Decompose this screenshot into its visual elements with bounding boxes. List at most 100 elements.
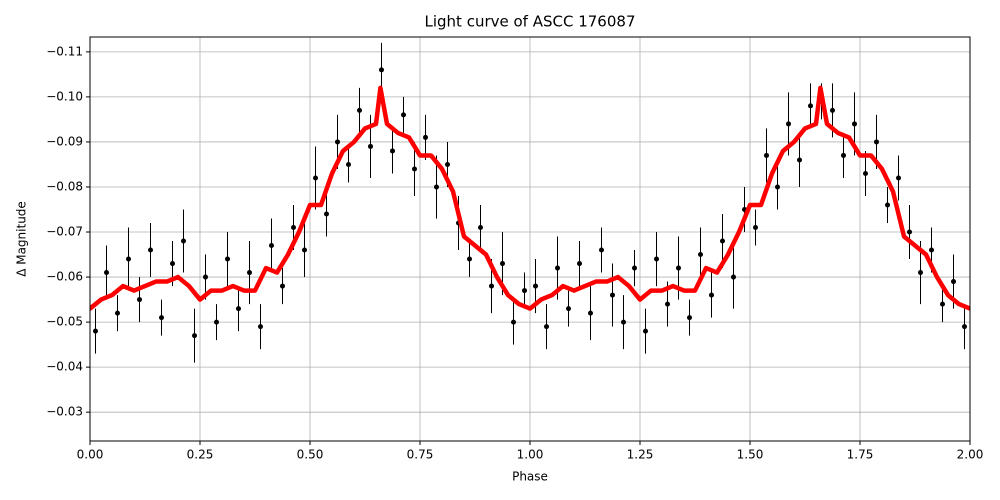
y-tick-label: −0.08 — [46, 179, 83, 193]
data-point — [445, 161, 450, 167]
data-point — [115, 310, 120, 316]
data-point — [830, 107, 835, 113]
data-point — [885, 202, 890, 208]
x-tick-label: 0.50 — [297, 448, 324, 462]
data-point — [269, 243, 274, 249]
data-point — [764, 152, 769, 158]
data-point — [390, 148, 395, 154]
data-point — [786, 121, 791, 127]
data-point — [170, 261, 175, 267]
data-point — [852, 121, 857, 127]
data-point — [940, 301, 945, 307]
data-point — [236, 306, 241, 312]
x-tick-label: 0.25 — [187, 448, 214, 462]
data-point — [555, 265, 560, 271]
data-point — [720, 238, 725, 244]
data-point — [423, 134, 428, 140]
data-point — [291, 225, 296, 231]
data-point — [467, 256, 472, 262]
data-point — [280, 283, 285, 289]
data-point — [247, 270, 252, 276]
data-point — [874, 139, 879, 145]
x-tick-label: 1.25 — [627, 448, 654, 462]
y-axis-label: Δ Magnitude — [15, 201, 29, 277]
data-point — [93, 328, 98, 334]
data-point — [181, 238, 186, 244]
y-tick-label: −0.11 — [46, 44, 83, 58]
data-point — [665, 301, 670, 307]
data-point — [214, 319, 219, 325]
data-point — [566, 306, 571, 312]
smoothed-curve — [90, 85, 970, 311]
y-tick-label: −0.06 — [46, 270, 83, 284]
data-point — [588, 310, 593, 316]
y-tick-label: −0.10 — [46, 89, 83, 103]
data-point — [159, 315, 164, 321]
data-point — [731, 274, 736, 280]
data-point — [599, 247, 604, 253]
data-point — [434, 184, 439, 190]
data-point — [412, 166, 417, 172]
data-point — [522, 288, 527, 294]
data-point — [775, 184, 780, 190]
data-point — [808, 103, 813, 109]
data-point — [346, 161, 351, 167]
ticks: 0.00 0.25 0.50 0.75 1.00 1.25 1.50 1.75 2.00 −0.0… — [46, 44, 983, 461]
data-point — [533, 283, 538, 289]
y-tick-label: −0.04 — [46, 360, 83, 374]
plot-area — [90, 42, 970, 363]
y-tick-label: −0.03 — [46, 405, 83, 419]
data-point — [203, 274, 208, 280]
data-point — [478, 225, 483, 231]
data-point — [643, 328, 648, 334]
data-point — [687, 315, 692, 321]
data-point — [632, 265, 637, 271]
data-point — [896, 175, 901, 181]
y-tick-label: −0.09 — [46, 134, 83, 148]
x-tick-label: 0.00 — [77, 448, 104, 462]
data-point — [676, 265, 681, 271]
data-point — [137, 297, 142, 303]
y-tick-label: −0.05 — [46, 315, 83, 329]
data-point — [698, 252, 703, 258]
data-point — [863, 170, 868, 176]
data-point — [225, 256, 230, 262]
data-point — [489, 283, 494, 289]
data-point — [302, 247, 307, 253]
data-point — [797, 157, 802, 163]
x-tick-label: 2.00 — [957, 448, 984, 462]
data-point — [918, 270, 923, 276]
x-tick-label: 0.75 — [407, 448, 434, 462]
data-point — [335, 139, 340, 145]
data-point — [929, 247, 934, 253]
y-tick-label: −0.07 — [46, 225, 83, 239]
x-axis-label: Phase — [512, 470, 548, 484]
data-point — [654, 256, 659, 262]
data-point — [368, 143, 373, 149]
data-point — [401, 112, 406, 118]
data-point — [324, 211, 329, 217]
data-point — [258, 324, 263, 330]
data-point — [192, 333, 197, 339]
chart-title: Light curve of ASCC 176087 — [425, 13, 636, 31]
data-point — [907, 229, 912, 235]
data-point — [610, 292, 615, 298]
data-point — [621, 319, 626, 325]
x-tick-label: 1.75 — [847, 448, 874, 462]
data-point — [753, 225, 758, 231]
data-point — [841, 152, 846, 158]
data-point — [379, 67, 384, 73]
data-point — [500, 261, 505, 267]
data-point — [313, 175, 318, 181]
data-point — [709, 292, 714, 298]
data-point — [951, 279, 956, 285]
x-tick-label: 1.00 — [517, 448, 544, 462]
data-point — [148, 247, 153, 253]
data-point — [104, 270, 109, 276]
data-point — [511, 319, 516, 325]
data-point — [962, 324, 967, 330]
data-point — [357, 107, 362, 113]
data-point — [577, 261, 582, 267]
